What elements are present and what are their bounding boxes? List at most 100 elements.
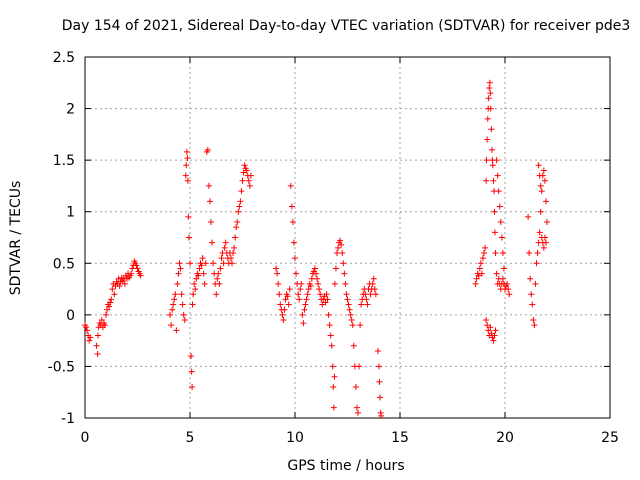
data-point (103, 311, 109, 318)
data-point (488, 126, 495, 133)
data-point (495, 188, 502, 195)
data-point (247, 172, 254, 179)
data-point (181, 317, 188, 324)
data-point (167, 311, 174, 318)
data-point (106, 303, 113, 310)
data-point (273, 265, 280, 272)
data-point (104, 306, 111, 313)
data-point (346, 306, 353, 313)
data-point (299, 311, 306, 318)
data-point (115, 275, 122, 282)
data-point (491, 208, 498, 215)
data-point (221, 244, 228, 251)
data-point (217, 265, 224, 272)
data-point (500, 265, 507, 272)
data-point (493, 270, 500, 277)
data-point (353, 404, 360, 411)
data-point (307, 282, 314, 289)
data-point (171, 296, 178, 303)
data-point (293, 270, 300, 277)
data-point (537, 208, 544, 215)
data-point (341, 270, 348, 277)
data-point (506, 291, 513, 298)
data-point (493, 157, 500, 164)
data-point (316, 286, 323, 293)
data-point (374, 347, 381, 354)
data-point (182, 172, 189, 179)
data-point (282, 296, 289, 303)
data-point (231, 244, 238, 251)
data-point (483, 177, 490, 184)
data-point (541, 234, 548, 241)
data-point (134, 265, 141, 272)
data-point (544, 219, 550, 226)
data-point (128, 270, 135, 277)
data-point (490, 337, 497, 344)
data-point (168, 322, 175, 329)
data-point (339, 249, 346, 256)
data-point (331, 280, 338, 287)
data-point (343, 291, 350, 298)
data-point (499, 249, 506, 256)
data-point (372, 291, 379, 298)
data-point (121, 280, 128, 287)
data-point (357, 322, 364, 329)
data-point (367, 291, 374, 298)
data-point (479, 255, 486, 262)
data-point (296, 296, 303, 303)
data-point (505, 286, 512, 293)
data-point (133, 262, 140, 269)
data-point (198, 262, 205, 269)
data-point (277, 301, 284, 308)
grid (85, 57, 610, 418)
data-point (218, 255, 225, 262)
data-point (537, 182, 544, 189)
data-point (496, 203, 503, 210)
data-point (335, 244, 342, 251)
data-point (314, 275, 321, 282)
data-point (308, 275, 315, 282)
data-point (189, 301, 196, 308)
data-point (191, 280, 198, 287)
y-tick-label: 1.5 (53, 153, 75, 169)
y-tick-label: -0.5 (48, 359, 75, 375)
data-point (177, 265, 184, 272)
data-point (188, 368, 195, 375)
data-point (355, 409, 361, 416)
data-point (313, 270, 319, 277)
data-point (213, 291, 220, 298)
plot-frame (84, 56, 611, 419)
data-point (536, 229, 543, 236)
data-point (86, 337, 93, 344)
data-point (239, 177, 246, 184)
data-point (337, 237, 344, 244)
data-point (484, 115, 491, 122)
data-point (325, 311, 332, 318)
data-point (364, 301, 371, 308)
data-point (275, 280, 282, 287)
data-point (234, 219, 241, 226)
data-point (541, 177, 548, 184)
x-tick-label: 20 (496, 430, 514, 446)
data-point (204, 146, 211, 153)
y-tick-label: -1 (61, 411, 75, 427)
data-point (183, 162, 190, 169)
data-point (279, 311, 286, 318)
data-point (334, 249, 340, 256)
y-tick-label: 1 (66, 205, 75, 221)
data-point (280, 317, 287, 324)
data-point (179, 301, 186, 308)
data-point (487, 324, 494, 331)
data-point (324, 296, 331, 303)
data-point (487, 90, 494, 97)
data-point (527, 275, 534, 282)
data-point (504, 280, 511, 287)
data-point (111, 291, 118, 298)
chart-title: Day 154 of 2021, Sidereal Day-to-day VTE… (62, 18, 631, 34)
data-point (94, 351, 101, 358)
y-tick-label: 2 (66, 102, 75, 118)
data-point (201, 280, 208, 287)
data-point (184, 177, 191, 184)
data-point (345, 301, 352, 308)
data-point (483, 157, 490, 164)
